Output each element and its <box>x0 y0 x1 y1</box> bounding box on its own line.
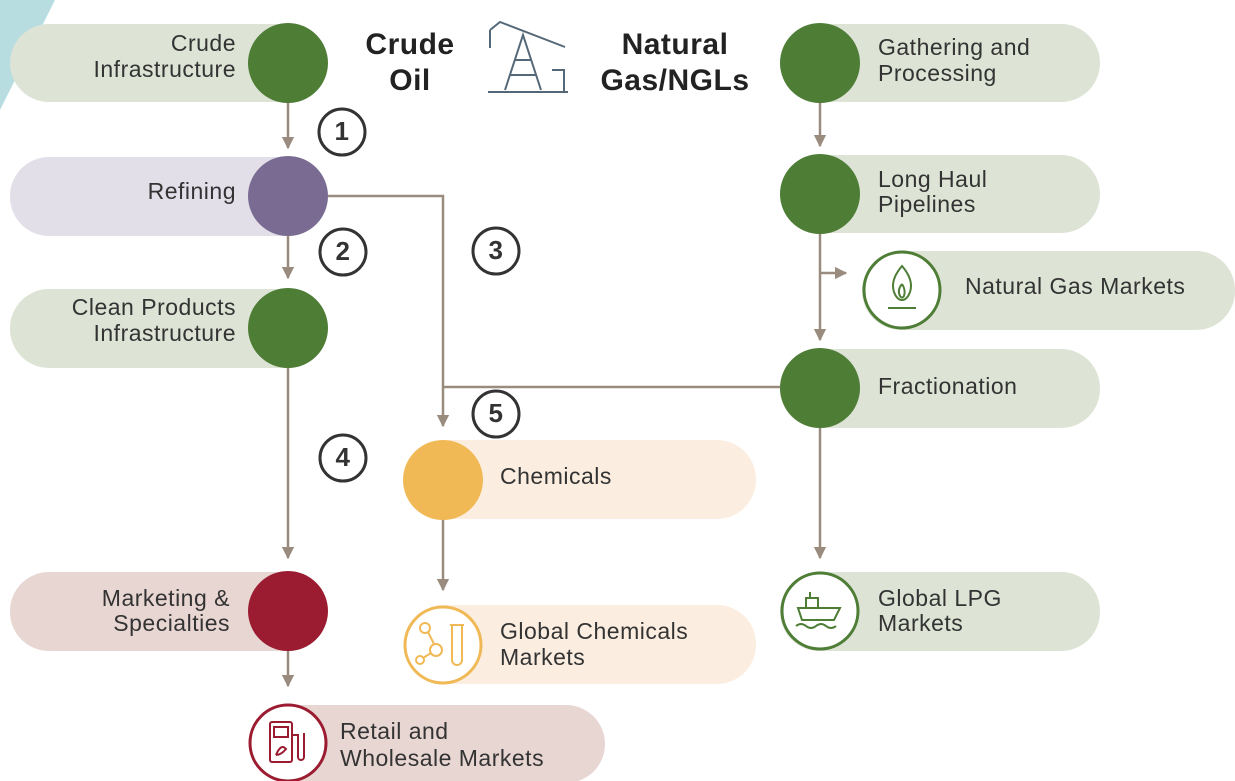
node-circles <box>248 23 942 781</box>
node-label: Gathering and <box>878 34 1030 60</box>
header-gas: Natural <box>622 28 729 61</box>
node-label: Long Haul <box>878 166 987 192</box>
node-label: Markets <box>878 610 963 636</box>
header-gas: Gas/NGLs <box>600 64 749 97</box>
step-number: 1 <box>335 116 350 146</box>
step-number: 3 <box>489 235 504 265</box>
node-label: Crude <box>171 30 236 56</box>
node-label: Retail and <box>340 718 449 744</box>
header-crude: Crude <box>365 28 454 61</box>
step-number: 2 <box>336 236 351 266</box>
node-label: Wholesale Markets <box>340 745 544 771</box>
node-label: Infrastructure <box>94 320 237 346</box>
node-label: Global Chemicals <box>500 618 688 644</box>
node-label: Clean Products <box>72 294 236 320</box>
step-number: 4 <box>336 442 351 472</box>
node-label: Pipelines <box>878 191 976 217</box>
node-label: Chemicals <box>500 463 612 489</box>
node-label: Marketing & <box>102 585 230 611</box>
pills <box>10 24 1235 781</box>
header-crude: Oil <box>389 64 431 97</box>
node-label: Natural Gas Markets <box>965 273 1185 299</box>
node-label: Processing <box>878 60 997 86</box>
icons <box>269 20 916 763</box>
node-label: Infrastructure <box>94 56 237 82</box>
step-number: 5 <box>489 398 504 428</box>
steps: 1 2 3 4 5 <box>317 107 521 483</box>
node-label: Fractionation <box>878 373 1017 399</box>
node-label: Specialties <box>113 610 230 636</box>
node-label: Markets <box>500 644 585 670</box>
node-label: Global LPG <box>878 585 1002 611</box>
node-label: Refining <box>148 178 236 204</box>
arrows <box>281 102 848 688</box>
node-labels: Crude Infrastructure Refining Clean Prod… <box>72 30 1185 771</box>
